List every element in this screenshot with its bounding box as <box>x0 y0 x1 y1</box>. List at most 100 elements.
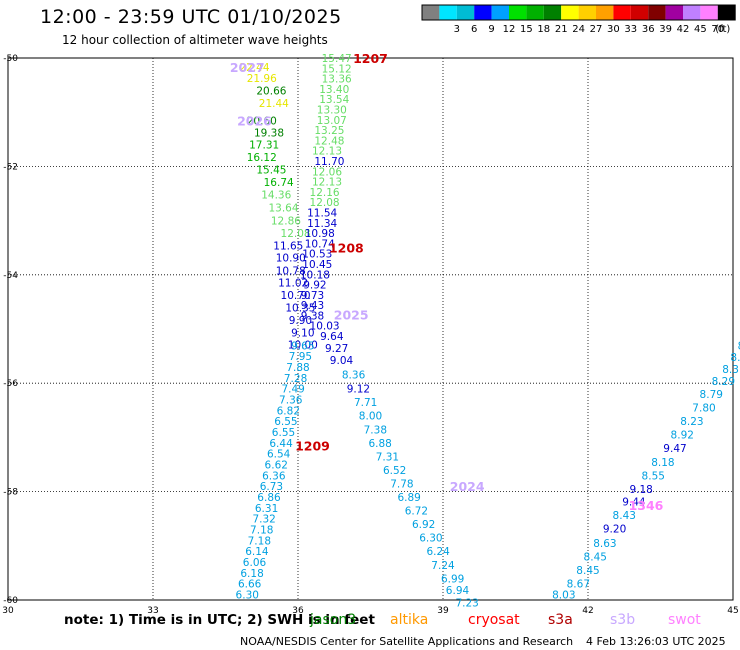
wave-height-label: 8.67 <box>567 579 590 591</box>
colorbar-tick-label: 33 <box>624 24 637 35</box>
wave-height-label: 12.08 <box>310 197 340 209</box>
wave-height-label: 6.14 <box>245 546 269 558</box>
wave-height-label: 10.78 <box>276 265 306 277</box>
wave-height-label: 22.44 <box>239 62 269 74</box>
pass-number-label: 1208 <box>329 241 364 256</box>
colorbar-frame <box>421 4 736 21</box>
wave-height-label: 6.62 <box>265 460 288 472</box>
wave-height-label: 15.12 <box>322 63 352 75</box>
colorbar-tick-label: 9 <box>488 24 494 35</box>
satellite-altika: altika <box>390 612 429 628</box>
wave-height-label: 7.38 <box>364 424 387 436</box>
wave-height-label: 6.92 <box>412 519 435 531</box>
wave-height-label: 7.78 <box>390 478 413 490</box>
pass-number-label: 2026 <box>237 113 272 128</box>
colorbar-swatch <box>456 5 475 20</box>
y-tick-label: -52 <box>3 162 18 172</box>
wave-height-label: 7.18 <box>250 525 273 537</box>
wave-height-label: 6.30 <box>419 533 442 545</box>
x-tick-label: 39 <box>437 606 449 616</box>
wave-height-label: 13.64 <box>268 203 298 215</box>
wave-height-label: 7.95 <box>289 351 312 363</box>
wave-height-label: 8.18 <box>651 457 674 469</box>
wave-height-label: 6.66 <box>238 579 262 591</box>
colorbar-tick-label: 18 <box>537 24 550 35</box>
wave-height-label: 8.29 <box>712 376 735 388</box>
colorbar-swatch <box>665 5 683 20</box>
colorbar-tick-label: 42 <box>677 24 690 35</box>
wave-height-label: 11.65 <box>273 241 303 253</box>
colorbar-tick-label: 24 <box>572 24 585 35</box>
colorbar-swatch <box>613 5 631 20</box>
wave-height-label: 9.64 <box>320 331 344 343</box>
wave-height-label: 10.70 <box>281 290 311 302</box>
wave-height-label: 9.38 <box>301 310 324 322</box>
wave-height-label: 10.03 <box>310 321 340 333</box>
satellite-swot: swot <box>668 612 701 628</box>
wave-height-label: 15.47 <box>322 53 352 65</box>
pass-number-label: 2024 <box>450 479 485 494</box>
satellite-s3a: s3a <box>548 612 573 628</box>
satellite-jason3: jason3 <box>310 612 357 628</box>
wave-height-label: 8.45 <box>584 552 607 564</box>
pass-number-label: 1209 <box>295 439 330 454</box>
wave-height-label: 11.70 <box>314 156 344 168</box>
wave-height-label: 7.88 <box>286 362 309 374</box>
wave-height-label: 8.03 <box>552 590 575 602</box>
colorbar-swatch <box>491 5 509 20</box>
colorbar-swatch <box>596 5 614 20</box>
wave-height-label: 9.90 <box>289 315 312 327</box>
wave-height-label: 12.86 <box>271 216 301 228</box>
wave-height-label: 15.45 <box>256 165 286 177</box>
x-tick-label: 36 <box>292 606 304 616</box>
wave-height-label: 6.82 <box>277 405 300 417</box>
wave-height-label: 7.23 <box>455 598 478 610</box>
colorbar-tick-label: 12 <box>503 24 516 35</box>
wave-height-label: 12.48 <box>314 135 344 147</box>
wave-height-label: 13.30 <box>317 104 347 116</box>
pass-number-label: 1207 <box>353 51 388 66</box>
colorbar-swatch <box>509 5 527 20</box>
wave-height-label: 6.44 <box>269 438 293 450</box>
axes: 30 33 36 39 42 45 -50 -52 -54 -56 -58 -60 <box>2 54 738 616</box>
wave-height-label: 9.73 <box>301 290 324 302</box>
wave-height-label: 6.24 <box>426 546 450 558</box>
wave-height-label: 20.66 <box>256 86 286 98</box>
wave-height-label: 8.55 <box>642 470 665 482</box>
wave-height-label: 10.00 <box>288 340 318 352</box>
colorbar-tick-label: 36 <box>642 24 655 35</box>
y-tick-label: -60 <box>3 596 18 606</box>
wave-height-label: 6.94 <box>446 585 470 597</box>
colorbar-swatch <box>439 5 457 20</box>
colorbar-swatch <box>422 5 440 20</box>
wave-height-label: 6.72 <box>405 506 428 518</box>
wave-height-label: 12.16 <box>310 187 340 199</box>
wave-height-label: 9.43 <box>301 300 324 312</box>
wave-height-label: 7.28 <box>284 373 307 385</box>
wave-height-label: 8.36 <box>342 370 366 382</box>
x-tick-label: 30 <box>2 606 14 616</box>
satellite-cryosat: cryosat <box>468 612 520 628</box>
wave-height-label: 13.40 <box>319 84 349 96</box>
wave-height-label: 11.02 <box>278 277 308 289</box>
wave-height-label: 10.98 <box>305 228 335 240</box>
colorbar-legend: 3 6 9 12 15 18 21 24 27 30 33 36 39 42 45 70(ft) <box>421 4 736 35</box>
wave-height-label: 9.04 <box>330 355 354 367</box>
wave-height-label: 6.06 <box>243 557 267 569</box>
colorbar-tick-label: 30 <box>607 24 620 35</box>
colorbar-tick-label: 39 <box>659 24 672 35</box>
wave-height-label: 9.65 <box>291 340 314 352</box>
colorbar-tick-label: 6 <box>471 24 477 35</box>
y-tick-label: -56 <box>3 379 18 389</box>
wave-height-label: 9.18 <box>629 484 652 496</box>
wave-height-label: 8.79 <box>700 389 723 401</box>
colorbar-swatch <box>543 5 562 20</box>
pass-number-label: 2027 <box>230 60 265 75</box>
colorbar-unit: (ft) <box>715 24 730 35</box>
wave-height-label: 8.92 <box>671 430 694 442</box>
wave-height-label: 6.54 <box>267 449 291 461</box>
wave-height-label: 6.73 <box>260 481 283 493</box>
wave-height-label: 21.96 <box>247 73 277 85</box>
wave-height-label: 8. <box>738 340 740 352</box>
wave-height-label: 10.35 <box>285 302 315 314</box>
